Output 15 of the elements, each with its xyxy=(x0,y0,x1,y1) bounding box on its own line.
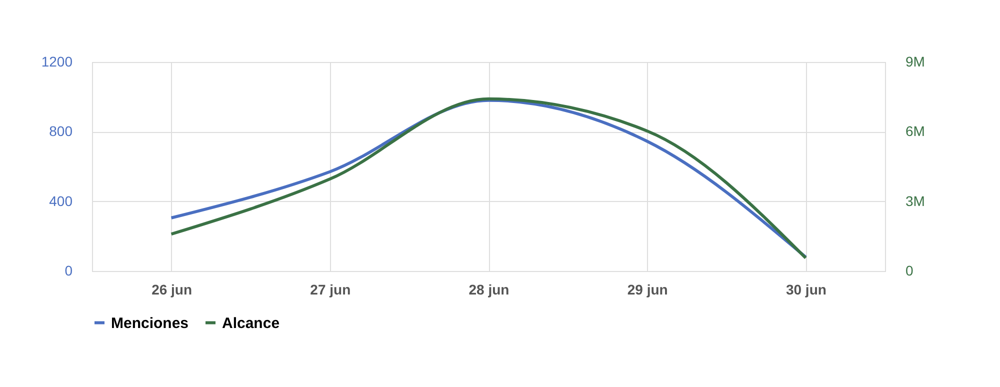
x-tick-label: 28 jun xyxy=(468,282,510,298)
y-tick-label: 400 xyxy=(49,192,73,209)
x-tick-label: 29 jun xyxy=(627,282,668,298)
y2-tick-label: 6M xyxy=(906,123,925,140)
legend-label: Menciones xyxy=(111,314,189,332)
y2-tick-label: 9M xyxy=(906,54,925,70)
y-tick-label: 1200 xyxy=(41,54,73,70)
x-tick-label: 26 jun xyxy=(152,282,192,298)
legend-label: Alcance xyxy=(222,314,280,332)
y-tick-label: 0 xyxy=(64,262,73,278)
y-tick-label: 800 xyxy=(49,123,73,140)
y2-tick-label: 3M xyxy=(906,192,925,209)
x-tick-label: 30 jun xyxy=(786,282,826,298)
y2-tick-label: 0 xyxy=(906,262,914,278)
x-tick-label: 27 jun xyxy=(310,282,351,298)
